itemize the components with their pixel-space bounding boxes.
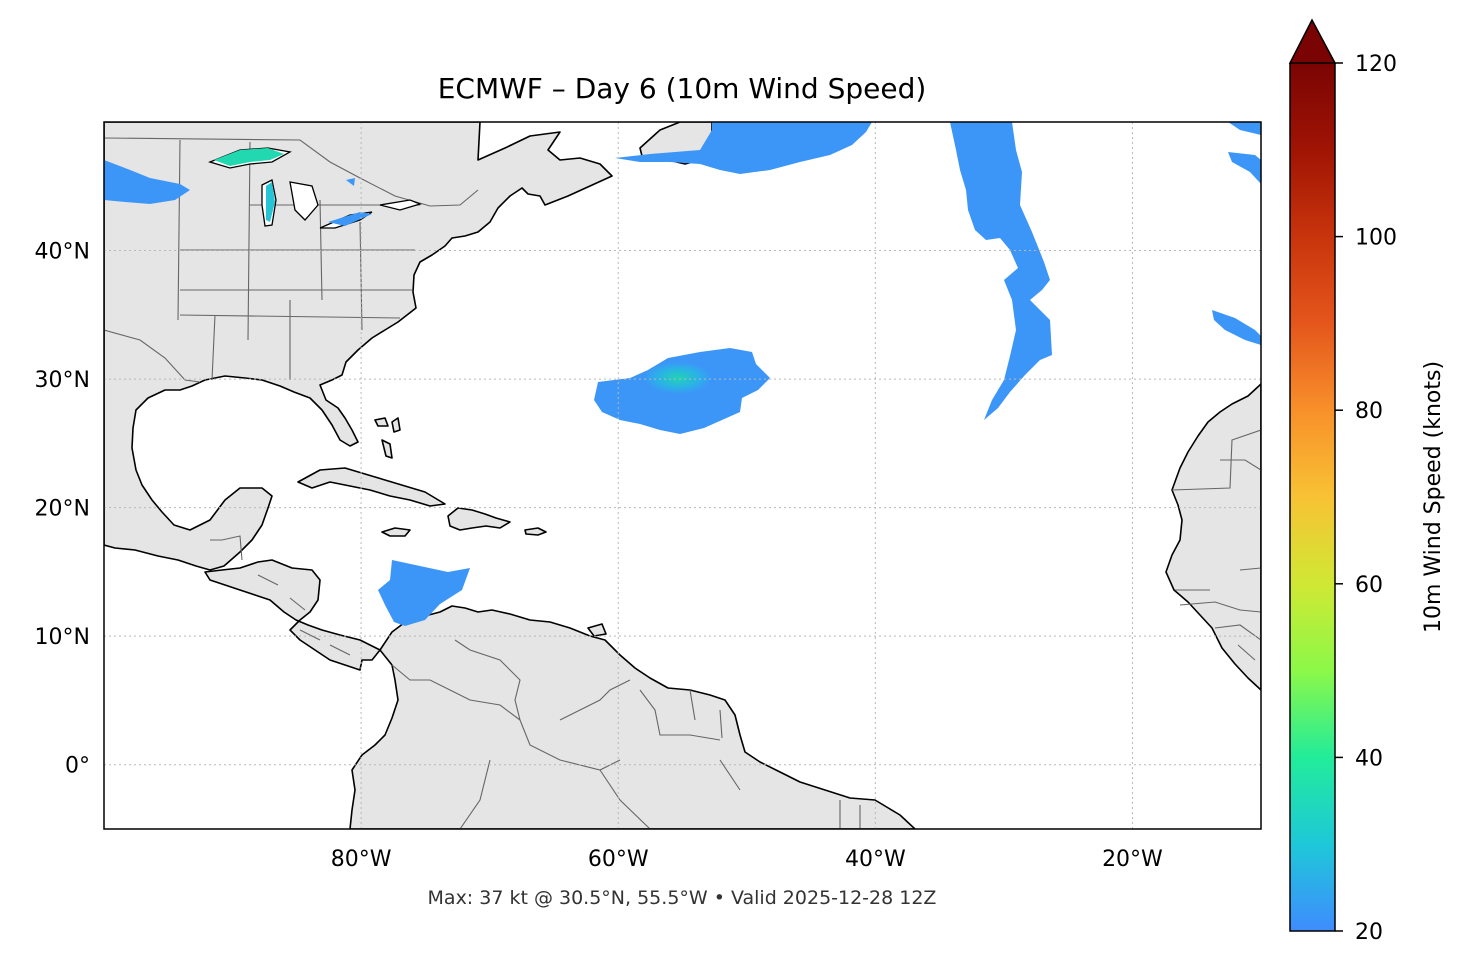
wind-shading-layer	[104, 122, 1261, 626]
wind-area-newfoundland	[615, 122, 872, 174]
land-north-america	[104, 122, 613, 571]
map-panel: 80°W 60°W 40°W 20°W 40°N 30°N 20°N 10°N 0°	[35, 121, 1262, 872]
lat-tick-label: 40°N	[35, 240, 90, 265]
map-title: ECMWF – Day 6 (10m Wind Speed)	[438, 72, 927, 105]
lat-tick-label: 0°	[65, 754, 90, 779]
wind-area-lake-superior	[214, 148, 284, 166]
border-us-states	[177, 139, 420, 381]
border-central-america	[257, 574, 351, 656]
colorbar-tick-label: 120	[1355, 52, 1397, 77]
colorbar-tick-label: 40	[1355, 746, 1383, 771]
lon-tick-label: 60°W	[588, 847, 649, 872]
map-caption: Max: 37 kt @ 30.5°N, 55.5°W • Valid 2025…	[428, 887, 937, 909]
border-mexico-guatemala	[210, 535, 243, 561]
colorbar-tick-label: 80	[1355, 399, 1383, 424]
colorbar-extend-arrow	[1288, 18, 1337, 64]
colorbar-tick-label: 20	[1355, 920, 1383, 945]
colorbar-gradient	[1290, 63, 1335, 931]
colorbar-tick-labels: 20 40 60 80 100 120	[1335, 52, 1397, 945]
latitude-tick-labels: 40°N 30°N 20°N 10°N 0°	[35, 240, 90, 779]
land-jamaica	[381, 527, 411, 537]
border-layer	[104, 137, 1261, 829]
wind-area-caribbean	[378, 560, 470, 626]
border-south-america	[391, 639, 861, 829]
lake-huron	[289, 181, 319, 221]
land-south-america	[349, 605, 916, 829]
wind-area-great-lakes	[104, 160, 372, 226]
border-us-mexico	[104, 329, 201, 383]
lon-tick-label: 20°W	[1102, 847, 1163, 872]
wind-area-northeast-band	[950, 122, 1052, 420]
lat-tick-label: 30°N	[35, 368, 90, 393]
land-hispaniola	[447, 507, 511, 531]
wind-area-lake-michigan	[266, 182, 275, 222]
colorbar-label: 10m Wind Speed (knots)	[1421, 361, 1446, 633]
land-bahamas	[374, 417, 401, 459]
lat-tick-label: 20°N	[35, 497, 90, 522]
lon-tick-label: 40°W	[845, 847, 906, 872]
lat-tick-label: 10°N	[35, 625, 90, 650]
colorbar-tick-label: 100	[1355, 226, 1397, 251]
colorbar-frame	[1289, 63, 1336, 932]
border-us-canada	[104, 137, 479, 207]
land-layer	[104, 122, 1261, 829]
lon-tick-label: 80°W	[331, 847, 392, 872]
border-west-africa	[1171, 429, 1261, 661]
wind-core-central-atlantic	[644, 362, 712, 394]
land-trinidad	[587, 623, 607, 637]
colorbar-tick-label: 60	[1355, 573, 1383, 598]
land-central-america	[204, 559, 381, 671]
land-cuba	[297, 467, 446, 507]
land-puerto-rico	[524, 527, 547, 536]
map-frame	[103, 121, 1262, 830]
longitude-tick-labels: 80°W 60°W 40°W 20°W	[331, 847, 1163, 872]
colorbar: 20 40 60 80 100 120 10m Wind Speed (knots)	[1288, 18, 1446, 945]
